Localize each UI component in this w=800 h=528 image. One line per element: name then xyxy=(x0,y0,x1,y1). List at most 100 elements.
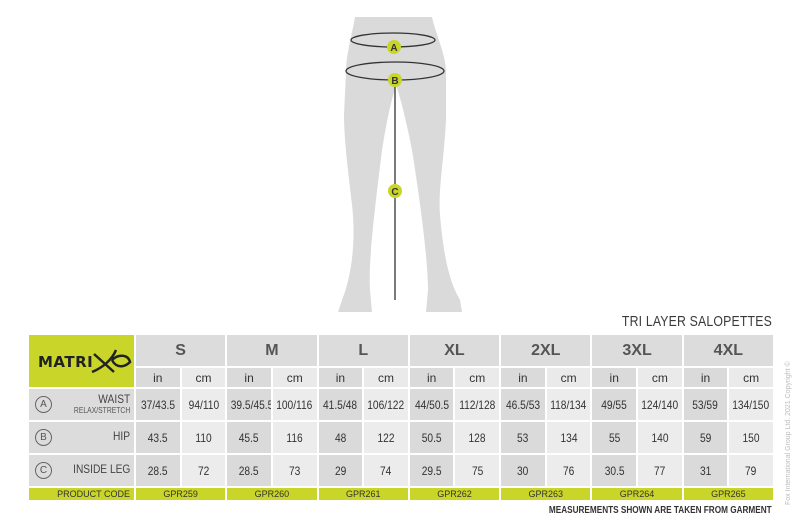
product-code: GPR263 xyxy=(501,488,591,500)
value-in: 28.5 xyxy=(227,455,271,486)
value-cm: 112/128 xyxy=(455,389,500,420)
svg-text:B: B xyxy=(391,76,398,87)
value-cm: 75 xyxy=(455,455,500,486)
value-in: 59 xyxy=(683,422,728,453)
measurement-note: MEASUREMENTS SHOWN ARE TAKEN FROM GARMEN… xyxy=(549,505,772,516)
value-in: 30 xyxy=(501,455,545,486)
legs-silhouette xyxy=(338,17,462,312)
svg-text:A: A xyxy=(390,43,397,54)
value-in: 39.5/45.5 xyxy=(227,389,271,420)
value-cm: 118/134 xyxy=(546,389,591,420)
unit-in: in xyxy=(409,368,454,387)
unit-in: in xyxy=(592,368,637,387)
value-cm: 140 xyxy=(638,422,682,453)
value-in: 49/55 xyxy=(592,389,637,420)
unit-cm: cm xyxy=(546,368,591,387)
value-cm: 128 xyxy=(455,422,500,453)
product-code: GPR264 xyxy=(592,488,682,500)
row-label: A WAIST RELAX/STRETCH xyxy=(29,389,134,420)
value-in: 30.5 xyxy=(592,455,637,486)
product-code-label: PRODUCT CODE xyxy=(29,488,134,500)
unit-cm: cm xyxy=(181,368,226,387)
measurement-row: A WAIST RELAX/STRETCH 37/43.5 94/110 39.5/45.… xyxy=(29,389,773,420)
value-cm: 134 xyxy=(546,422,591,453)
product-code-row: PRODUCT CODE GPR259 GPR260 GPR261 GPR262 GPR2… xyxy=(29,488,773,500)
marker-b: B xyxy=(388,73,402,87)
product-title: TRI LAYER SALOPETTES xyxy=(621,313,772,330)
size-header-4xl: 4XL xyxy=(683,335,773,366)
value-cm: 73 xyxy=(272,455,317,486)
product-code: GPR265 xyxy=(683,488,773,500)
value-cm: 106/122 xyxy=(364,389,408,420)
unit-row: in cm in cm in cm in cm in cm in cm in cm xyxy=(29,368,773,387)
value-in: 28.5 xyxy=(136,455,180,486)
value-cm: 116 xyxy=(272,422,317,453)
row-label: B HIP xyxy=(29,422,134,453)
size-header-xl: XL xyxy=(409,335,500,366)
marker-circle-icon: C xyxy=(35,462,52,479)
size-chart-table: MATRI S M L XL 2XL 3XL 4XL in cm in cm in cm in cm in cm i… xyxy=(27,333,775,502)
value-in: 37/43.5 xyxy=(136,389,180,420)
marker-circle-icon: A xyxy=(35,396,52,413)
value-cm: 74 xyxy=(364,455,408,486)
value-cm: 79 xyxy=(729,455,773,486)
product-code: GPR259 xyxy=(136,488,226,500)
svg-text:MATRI: MATRI xyxy=(38,353,93,371)
value-in: 43.5 xyxy=(136,422,180,453)
marker-circle-icon: B xyxy=(35,429,52,446)
svg-text:C: C xyxy=(391,187,398,198)
value-in: 48 xyxy=(318,422,363,453)
matrix-logo: MATRI xyxy=(29,335,134,387)
size-header-row: MATRI S M L XL 2XL 3XL 4XL xyxy=(29,335,773,387)
size-header-2xl: 2XL xyxy=(501,335,591,366)
unit-in: in xyxy=(501,368,545,387)
size-header-s: S xyxy=(136,335,226,366)
value-cm: 122 xyxy=(364,422,408,453)
value-in: 53 xyxy=(501,422,545,453)
measurement-label: INSIDE LEG xyxy=(72,462,130,476)
value-cm: 150 xyxy=(729,422,773,453)
matrix-logo-mark: MATRI xyxy=(38,348,131,373)
unit-in: in xyxy=(683,368,728,387)
value-in: 29 xyxy=(318,455,363,486)
measurement-sublabel: RELAX/STRETCH xyxy=(73,406,130,415)
value-cm: 72 xyxy=(181,455,226,486)
unit-cm: cm xyxy=(638,368,682,387)
measurement-row: C INSIDE LEG 28.5 72 28.5 73 29 74 29.5 75 30 76 30.… xyxy=(29,455,773,486)
unit-in: in xyxy=(136,368,180,387)
value-cm: 76 xyxy=(546,455,591,486)
unit-cm: cm xyxy=(364,368,408,387)
leg-silhouette-figure: A B C xyxy=(338,17,462,312)
product-code: GPR262 xyxy=(409,488,500,500)
value-cm: 77 xyxy=(638,455,682,486)
value-in: 45.5 xyxy=(227,422,271,453)
value-in: 41.5/48 xyxy=(318,389,363,420)
unit-in: in xyxy=(318,368,363,387)
value-cm: 94/110 xyxy=(181,389,226,420)
marker-c: C xyxy=(388,184,402,198)
size-header-m: M xyxy=(227,335,317,366)
value-cm: 134/150 xyxy=(729,389,773,420)
value-in: 31 xyxy=(683,455,728,486)
measurement-row: B HIP 43.5 110 45.5 116 48 122 50.5 128 53 134 55 140… xyxy=(29,422,773,453)
value-cm: 110 xyxy=(181,422,226,453)
unit-in: in xyxy=(227,368,271,387)
row-label: C INSIDE LEG xyxy=(29,455,134,486)
product-code: GPR260 xyxy=(227,488,317,500)
value-cm: 100/116 xyxy=(272,389,317,420)
size-header-3xl: 3XL xyxy=(592,335,682,366)
value-in: 29.5 xyxy=(409,455,454,486)
value-cm: 124/140 xyxy=(638,389,682,420)
unit-cm: cm xyxy=(272,368,317,387)
measurement-label: HIP xyxy=(112,429,130,443)
marker-a: A xyxy=(387,40,401,54)
value-in: 44/50.5 xyxy=(409,389,454,420)
value-in: 50.5 xyxy=(409,422,454,453)
value-in: 55 xyxy=(592,422,637,453)
unit-cm: cm xyxy=(729,368,773,387)
unit-cm: cm xyxy=(455,368,500,387)
product-code: GPR261 xyxy=(318,488,408,500)
measurement-label: WAIST xyxy=(98,392,130,406)
value-in: 53/59 xyxy=(683,389,728,420)
size-header-l: L xyxy=(318,335,408,366)
